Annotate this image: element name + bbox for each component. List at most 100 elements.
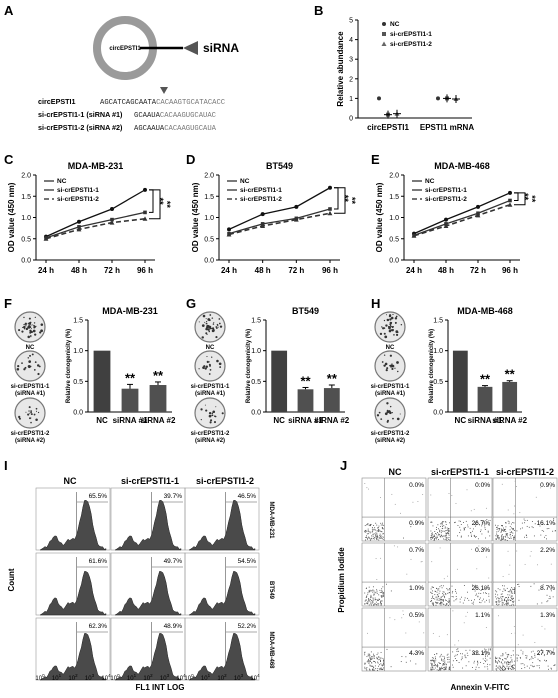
event-dot bbox=[505, 600, 507, 602]
sig-bracket bbox=[149, 189, 161, 220]
colony-dot bbox=[400, 323, 403, 326]
event-dot bbox=[499, 667, 501, 669]
event-dot bbox=[441, 524, 443, 526]
event-dot bbox=[445, 667, 447, 669]
event-dot bbox=[505, 522, 507, 523]
event-dot bbox=[431, 600, 433, 602]
event-dot bbox=[365, 535, 367, 537]
colony-dot bbox=[30, 410, 32, 412]
series-line bbox=[228, 187, 331, 230]
event-dot bbox=[511, 666, 513, 668]
event-dot bbox=[477, 660, 479, 662]
sig-label: ** bbox=[155, 198, 165, 206]
event-dot bbox=[379, 533, 381, 535]
event-dot bbox=[376, 592, 378, 594]
event-dot bbox=[501, 596, 503, 598]
event-dot bbox=[538, 665, 540, 667]
series-point bbox=[142, 216, 148, 221]
event-dot bbox=[382, 522, 383, 524]
event-dot bbox=[478, 592, 480, 594]
event-dot bbox=[485, 661, 487, 663]
event-dot bbox=[502, 536, 504, 538]
b-point-nc bbox=[377, 96, 381, 101]
colony-dot bbox=[381, 326, 383, 328]
event-dot bbox=[510, 536, 512, 538]
event-dot bbox=[498, 537, 500, 539]
event-dot bbox=[516, 550, 518, 552]
event-dot bbox=[488, 648, 490, 650]
event-dot bbox=[498, 537, 500, 539]
event-dot bbox=[381, 536, 383, 538]
event-dot bbox=[464, 654, 466, 656]
colony-dot bbox=[28, 325, 31, 328]
event-dot bbox=[481, 533, 483, 535]
event-dot bbox=[501, 601, 503, 603]
event-dot bbox=[382, 528, 384, 530]
series-point bbox=[110, 217, 114, 222]
event-dot bbox=[496, 534, 498, 536]
event-dot bbox=[510, 588, 511, 590]
colony-dot bbox=[385, 412, 387, 414]
event-dot bbox=[431, 665, 433, 667]
event-dot bbox=[369, 532, 371, 534]
event-dot bbox=[483, 522, 485, 524]
event-dot bbox=[497, 528, 499, 530]
event-dot bbox=[531, 665, 533, 667]
colony-dot bbox=[213, 421, 216, 424]
event-dot bbox=[479, 524, 480, 526]
event-dot bbox=[502, 669, 503, 670]
event-dot bbox=[470, 510, 472, 512]
event-dot bbox=[505, 667, 507, 669]
event-dot bbox=[511, 659, 513, 661]
colony-dot bbox=[212, 329, 214, 331]
event-dot bbox=[431, 593, 433, 594]
event-dot bbox=[380, 603, 382, 604]
event-dot bbox=[431, 668, 433, 670]
event-dot bbox=[382, 657, 384, 659]
event-dot bbox=[452, 596, 454, 598]
event-dot bbox=[508, 653, 509, 655]
ytick-label: 1.0 bbox=[251, 348, 261, 355]
event-dot bbox=[502, 659, 503, 660]
dish-label: NC bbox=[26, 345, 35, 351]
event-dot bbox=[507, 662, 509, 664]
event-dot bbox=[525, 655, 527, 656]
event-dot bbox=[368, 598, 370, 600]
event-dot bbox=[484, 589, 486, 591]
axis-tick-label: 104 bbox=[101, 673, 111, 682]
event-dot bbox=[367, 523, 369, 524]
legend-label: NC bbox=[57, 178, 67, 185]
event-dot bbox=[456, 660, 458, 661]
event-dot bbox=[439, 598, 441, 600]
colony-dot bbox=[397, 331, 399, 334]
event-dot bbox=[437, 595, 439, 597]
event-dot bbox=[518, 654, 520, 656]
panel-letter-e: E bbox=[371, 152, 380, 167]
colony-dot bbox=[30, 417, 32, 419]
event-dot bbox=[521, 668, 523, 669]
category-label: siRNA #1 bbox=[468, 416, 503, 425]
event-dot bbox=[378, 659, 380, 661]
event-dot bbox=[539, 525, 541, 527]
chart-ylabel: OD value (450 nm) bbox=[191, 182, 200, 252]
event-dot bbox=[430, 600, 432, 601]
event-dot bbox=[382, 594, 384, 596]
panel-i-histograms: Count FL1 INT LOG NC si-crEPSTI1-1 si-cr… bbox=[7, 476, 274, 692]
event-dot bbox=[501, 483, 503, 485]
event-dot bbox=[371, 600, 373, 602]
event-dot bbox=[378, 531, 380, 532]
event-dot bbox=[512, 667, 514, 669]
event-dot bbox=[520, 528, 522, 530]
event-dot bbox=[485, 507, 487, 509]
event-dot bbox=[372, 597, 374, 599]
event-dot bbox=[513, 539, 515, 541]
event-dot bbox=[457, 524, 459, 526]
colony-dot bbox=[21, 362, 23, 364]
ytick-label: 1.0 bbox=[389, 215, 399, 222]
event-dot bbox=[440, 536, 442, 538]
event-dot bbox=[441, 528, 443, 530]
quadrant-upper-right-pct: 1.1% bbox=[475, 612, 490, 619]
event-dot bbox=[397, 546, 399, 548]
event-dot bbox=[378, 594, 380, 596]
event-dot bbox=[512, 601, 514, 603]
